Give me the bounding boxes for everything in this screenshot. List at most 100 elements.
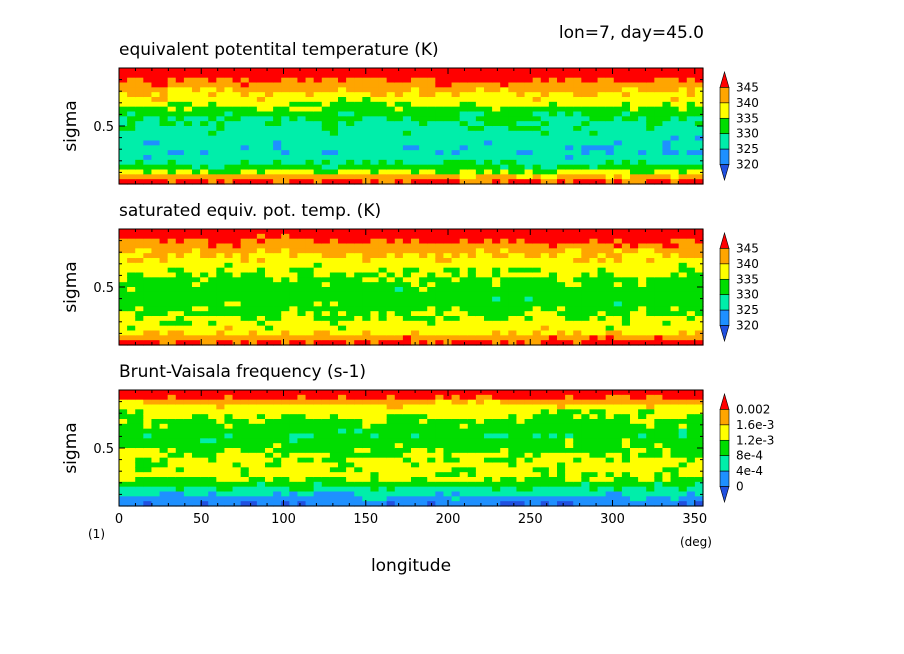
field-cell	[532, 126, 542, 132]
field-cell	[208, 72, 217, 79]
field-cell	[694, 233, 704, 240]
field-cell	[654, 262, 664, 269]
field-cell	[273, 419, 282, 425]
field-cell	[540, 248, 550, 254]
field-cell	[630, 140, 639, 146]
field-cell	[151, 101, 161, 108]
field-cell	[362, 145, 372, 151]
field-cell	[532, 477, 542, 483]
field-cell	[500, 243, 509, 249]
field-cell	[654, 238, 664, 245]
field-cell	[451, 462, 461, 468]
field-cell	[200, 443, 209, 449]
field-cell	[240, 477, 250, 483]
field-cell	[532, 496, 542, 502]
field-cell	[427, 159, 436, 166]
field-cell	[532, 481, 542, 488]
field-cell	[557, 296, 566, 303]
field-cell	[435, 87, 445, 93]
field-cell	[443, 335, 453, 341]
field-cell	[411, 423, 420, 430]
field-cell	[557, 238, 566, 245]
field-cell	[686, 174, 696, 180]
field-cell	[256, 287, 266, 293]
field-cell	[175, 291, 185, 298]
field-cell	[183, 491, 193, 497]
field-cell	[175, 277, 185, 283]
field-cell	[305, 335, 315, 341]
field-cell	[183, 106, 193, 113]
field-cell	[613, 248, 623, 254]
field-cell	[694, 253, 704, 259]
field-cell	[597, 155, 607, 161]
field-cell	[297, 111, 307, 117]
field-cell	[605, 229, 615, 235]
field-cell	[386, 130, 396, 137]
field-cell	[200, 404, 209, 410]
field-cell	[183, 443, 193, 449]
field-cell	[289, 462, 299, 468]
field-cell	[135, 423, 144, 430]
field-cell	[151, 150, 161, 156]
field-cell	[346, 121, 355, 127]
field-cell	[484, 414, 493, 420]
field-cell	[402, 111, 412, 117]
field-cell	[265, 169, 274, 175]
field-cell	[378, 452, 388, 459]
field-cell	[435, 296, 445, 303]
field-cell	[402, 486, 412, 493]
field-cell	[638, 277, 647, 283]
field-cell	[427, 238, 436, 245]
field-cell	[329, 472, 339, 478]
field-cell	[467, 306, 477, 312]
field-cell	[346, 126, 355, 132]
field-cell	[346, 467, 355, 473]
field-cell	[313, 92, 323, 98]
field-cell	[492, 277, 501, 283]
field-cell	[467, 414, 477, 420]
field-cell	[224, 238, 234, 245]
field-cell	[362, 121, 372, 127]
field-cell	[459, 155, 469, 161]
field-cell	[451, 390, 461, 396]
field-cell	[492, 155, 501, 161]
field-cell	[313, 306, 323, 312]
field-cell	[678, 229, 688, 235]
field-cell	[394, 248, 404, 254]
field-cell	[151, 414, 161, 420]
field-cell	[678, 335, 688, 341]
field-cell	[256, 174, 266, 180]
field-cell	[646, 150, 655, 156]
field-cell	[135, 150, 144, 156]
field-cell	[167, 169, 177, 175]
colorbar-label: 345	[736, 80, 759, 94]
field-cell	[127, 423, 136, 430]
field-cell	[200, 477, 209, 483]
field-cell	[119, 335, 128, 341]
field-cell	[329, 77, 339, 84]
field-cell	[540, 291, 550, 298]
field-cell	[297, 394, 307, 401]
field-cell	[151, 155, 161, 161]
field-cell	[686, 272, 696, 278]
field-cell	[443, 164, 453, 171]
field-cell	[451, 174, 461, 180]
field-cell	[646, 97, 655, 103]
field-cell	[354, 277, 363, 283]
field-cell	[484, 306, 493, 312]
field-cell	[256, 150, 266, 156]
field-cell	[589, 155, 599, 161]
field-cell	[686, 145, 696, 151]
field-cell	[573, 135, 582, 142]
field-cell	[451, 438, 461, 444]
field-cell	[467, 287, 477, 293]
field-cell	[167, 111, 177, 117]
field-cell	[540, 501, 550, 507]
field-cell	[248, 287, 258, 293]
field-cell	[394, 301, 404, 307]
field-cell	[224, 111, 234, 117]
field-cell	[338, 462, 347, 468]
field-cell	[297, 306, 307, 312]
field-cell	[216, 452, 226, 459]
field-cell	[313, 419, 323, 425]
